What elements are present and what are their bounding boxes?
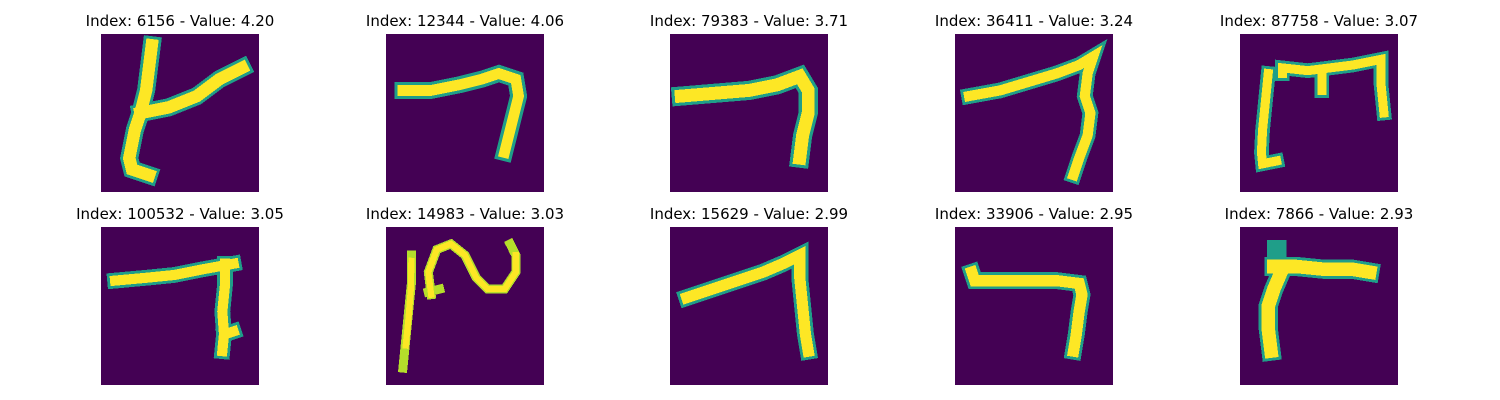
digit-image [1240, 34, 1398, 192]
digit-image [101, 227, 259, 385]
digit-panel-9: Index: 33906 - Value: 2.95 [914, 205, 1154, 385]
digit-panel-8: Index: 15629 - Value: 2.99 [629, 205, 869, 385]
digit-image [955, 227, 1113, 385]
panel-title: Index: 100532 - Value: 3.05 [76, 205, 284, 223]
digit-panel-6: Index: 100532 - Value: 3.05 [60, 205, 300, 385]
panel-title: Index: 15629 - Value: 2.99 [649, 205, 849, 223]
digit-image [670, 34, 828, 192]
panel-title: Index: 12344 - Value: 4.06 [365, 12, 565, 30]
digit-panel-4: Index: 36411 - Value: 3.24 [914, 12, 1154, 192]
digit-image [955, 34, 1113, 192]
panel-title: Index: 6156 - Value: 4.20 [85, 12, 275, 30]
digit-image [670, 227, 828, 385]
digit-panel-10: Index: 7866 - Value: 2.93 [1199, 205, 1439, 385]
panel-title: Index: 79383 - Value: 3.71 [649, 12, 849, 30]
panel-title: Index: 14983 - Value: 3.03 [365, 205, 565, 223]
digit-image [1240, 227, 1398, 385]
digit-panel-1: Index: 6156 - Value: 4.20 [60, 12, 300, 192]
digit-image [101, 34, 259, 192]
digit-panel-7: Index: 14983 - Value: 3.03 [345, 205, 585, 385]
digit-panel-2: Index: 12344 - Value: 4.06 [345, 12, 585, 192]
digit-image [386, 227, 544, 385]
digit-panel-5: Index: 87758 - Value: 3.07 [1199, 12, 1439, 192]
digit-image [386, 34, 544, 192]
panel-title: Index: 87758 - Value: 3.07 [1219, 12, 1419, 30]
digit-panel-3: Index: 79383 - Value: 3.71 [629, 12, 869, 192]
panel-title: Index: 7866 - Value: 2.93 [1224, 205, 1414, 223]
panel-title: Index: 33906 - Value: 2.95 [934, 205, 1134, 223]
panel-title: Index: 36411 - Value: 3.24 [934, 12, 1134, 30]
